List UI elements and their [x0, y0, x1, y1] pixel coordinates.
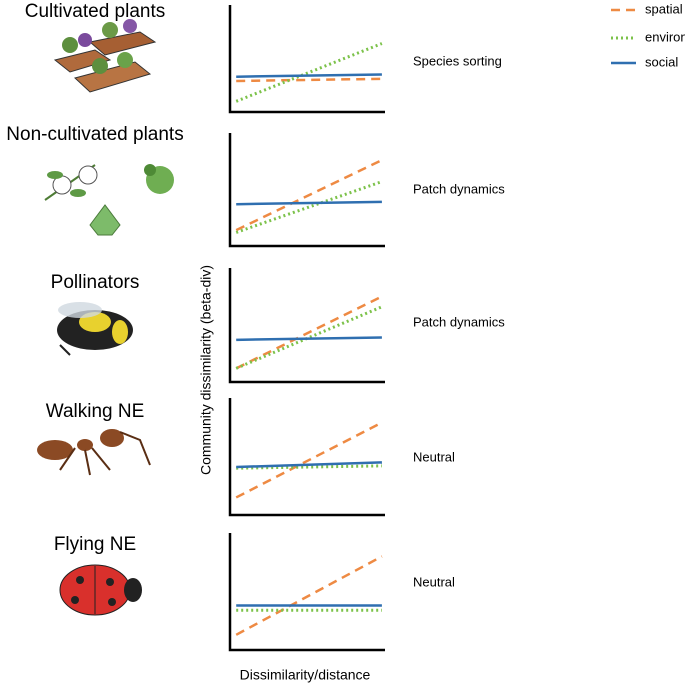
y-axis-label: Community dissimilarity (beta-div): [198, 265, 214, 475]
axes: [228, 268, 385, 384]
panel-title: Flying NE: [54, 534, 136, 555]
axes: [228, 398, 385, 517]
legend-label: social: [645, 54, 678, 69]
series-line: [236, 461, 382, 469]
legend-label: environmental: [645, 29, 685, 44]
x-axis-label: Dissimilarity/distance: [240, 667, 371, 683]
legend-label: spatial: [645, 1, 683, 16]
series-line: [236, 336, 382, 342]
panel-title: Non-cultivated plants: [6, 124, 183, 145]
series-line: [235, 421, 383, 499]
garden-illustration: [53, 19, 157, 93]
panel-title: Cultivated plants: [25, 1, 165, 22]
series-line: [236, 200, 382, 206]
process-label: Species sorting: [413, 53, 502, 68]
series-line: [235, 180, 383, 234]
series-line: [236, 464, 382, 470]
wild-plants-illustration: [44, 164, 174, 236]
axes: [228, 533, 385, 652]
axes: [228, 133, 385, 248]
ladybird-illustration: [59, 564, 142, 616]
ant-illustration: [37, 429, 151, 476]
series-line: [235, 305, 383, 370]
panel-title: Pollinators: [51, 272, 140, 293]
process-label: Patch dynamics: [413, 181, 505, 196]
series-line: [236, 73, 382, 78]
axes: [228, 5, 385, 114]
panel-title: Walking NE: [46, 401, 145, 422]
series-line: [236, 77, 382, 83]
series-line: [235, 295, 383, 370]
process-label: Patch dynamics: [413, 314, 505, 329]
process-label: Neutral: [413, 449, 455, 464]
process-label: Neutral: [413, 574, 455, 589]
series-line: [235, 555, 383, 636]
series-line: [235, 158, 383, 232]
series-line: [235, 42, 383, 103]
bee-illustration: [57, 302, 133, 356]
